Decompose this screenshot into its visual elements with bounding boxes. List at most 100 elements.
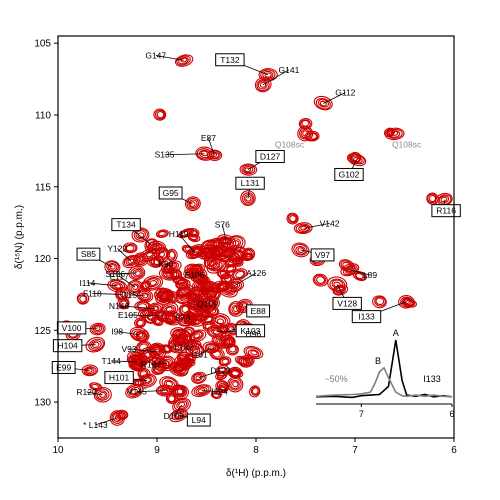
leader-line xyxy=(234,272,257,287)
peak-label-d129: D129 xyxy=(210,366,231,376)
leader-line xyxy=(198,370,221,379)
contour-peak xyxy=(286,212,299,225)
x-tick-label: 9 xyxy=(154,445,160,456)
contour-peak xyxy=(136,289,154,303)
peak-label-g112: G112 xyxy=(335,87,355,97)
contour-peak xyxy=(240,190,256,207)
contour-peak xyxy=(127,279,143,295)
contour-peak xyxy=(122,242,138,254)
contour-peak xyxy=(165,290,179,304)
peak-label-box xyxy=(246,304,271,318)
contour-peak xyxy=(202,341,220,354)
inset-label-peak-a: A xyxy=(393,328,399,338)
leader-line xyxy=(178,233,195,254)
peak-label-h119: H119 xyxy=(169,229,189,239)
peak-label-e117: E117 xyxy=(110,271,129,281)
contour-peak xyxy=(177,313,197,327)
contour-peak xyxy=(195,146,215,161)
leader-line xyxy=(303,222,330,229)
peak-label-v100: V100 xyxy=(62,323,82,333)
x-tick-label: 7 xyxy=(352,445,358,456)
x-tick-label: 6 xyxy=(451,445,457,456)
contour-peak xyxy=(168,361,189,377)
contour-peak xyxy=(383,127,395,138)
peak-label-k103: K103 xyxy=(240,326,260,336)
peak-label-g147: G147 xyxy=(145,50,166,60)
contour-peak xyxy=(115,286,131,302)
contour-peak xyxy=(155,229,169,238)
contour-peak xyxy=(372,295,387,309)
leader-line xyxy=(115,272,138,275)
contour-peak xyxy=(174,54,194,67)
peak-label-i161: I161 xyxy=(191,350,208,360)
leader-line xyxy=(173,404,183,417)
peak-label-d109: D109 xyxy=(164,411,185,421)
contour-peak xyxy=(219,334,236,349)
contour-peak xyxy=(224,278,245,293)
leader-line xyxy=(86,391,103,396)
peak-label-l89: L89 xyxy=(363,270,377,280)
leader-line xyxy=(118,275,136,288)
contour-peak xyxy=(239,163,258,176)
peak-label-t134: T134 xyxy=(116,220,136,230)
contour-peak xyxy=(224,257,241,268)
peak-label-box xyxy=(332,296,362,310)
peak-label-e106: E106 xyxy=(185,270,205,280)
contour-peak xyxy=(202,295,220,311)
peak-label-n146: N146 xyxy=(109,301,130,311)
contour-peak xyxy=(81,364,99,377)
peak-label-g95: G95 xyxy=(163,188,179,198)
peak-label-e105: E105 xyxy=(118,310,138,320)
contour-peak xyxy=(332,284,349,296)
contour-layer xyxy=(61,54,453,426)
contour-peak xyxy=(189,286,205,299)
inset-label-peak-b: B xyxy=(375,356,381,366)
contour-peak xyxy=(338,259,356,273)
contour-peak xyxy=(189,329,207,343)
peak-label-v128: V128 xyxy=(337,298,357,308)
peak-label-t144: T144 xyxy=(102,356,122,366)
peak-label-v93: V93 xyxy=(121,344,136,354)
contour-peak xyxy=(194,308,212,319)
contour-peak xyxy=(187,293,204,310)
contour-peak xyxy=(238,354,255,368)
leader-line xyxy=(111,360,138,363)
contour-peak xyxy=(129,326,150,343)
peak-label-e87: E87 xyxy=(201,133,216,143)
peak-label-e88: E88 xyxy=(251,306,266,316)
leader-line xyxy=(164,153,205,156)
leader-line xyxy=(92,293,123,295)
peak-label-r120: R120 xyxy=(76,387,97,397)
y-axis-label: δ(¹⁵N) (p.p.m.) xyxy=(14,205,25,269)
peak-label-l143: * L143 xyxy=(83,420,108,430)
contour-peak xyxy=(85,336,106,353)
peak-label-box xyxy=(52,339,83,353)
inset-x-tick-label: 7 xyxy=(359,409,364,419)
peak-label-box xyxy=(158,186,183,200)
peak-label-r116: R116 xyxy=(436,206,456,216)
contour-peak xyxy=(89,382,103,391)
x-axis-label: δ(¹H) (p.p.m.) xyxy=(226,468,286,479)
peak-label-v97: V97 xyxy=(315,250,330,260)
peak-label-s136: S136 xyxy=(105,269,125,279)
leader-line xyxy=(87,282,118,287)
contour-peak xyxy=(162,260,182,275)
contour-peak xyxy=(249,385,261,398)
contour-peak xyxy=(227,248,244,265)
peak-label-l137: L137 xyxy=(174,343,193,353)
leader-line xyxy=(129,294,146,297)
leader-line xyxy=(221,224,227,242)
leader-line xyxy=(128,348,158,353)
leader-line xyxy=(95,417,118,426)
leader-line xyxy=(199,347,212,355)
contour-peak xyxy=(182,338,202,351)
leader-line xyxy=(136,390,165,393)
inset-label-residue: I133 xyxy=(423,374,441,384)
inset-1d-slice: 7 6 A B ~50% I133 xyxy=(315,326,455,419)
contour-peak xyxy=(206,325,227,339)
contour-peak xyxy=(154,310,174,323)
y-tick-label: 105 xyxy=(34,39,51,50)
peak-label-k90: K90 xyxy=(158,259,173,269)
contour-peak xyxy=(304,130,320,142)
